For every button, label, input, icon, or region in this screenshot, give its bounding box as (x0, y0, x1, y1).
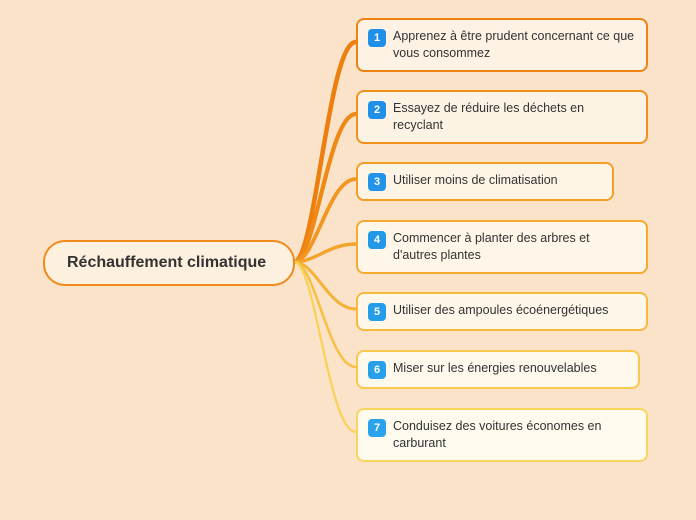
number-badge-icon: 7 (368, 419, 386, 437)
child-node-6[interactable]: 6 Miser sur les énergies renouvelables (356, 350, 640, 389)
number-badge-icon: 4 (368, 231, 386, 249)
child-node-3[interactable]: 3 Utiliser moins de climatisation (356, 162, 614, 201)
number-badge-icon: 5 (368, 303, 386, 321)
child-label: Commencer à planter des arbres et d'autr… (393, 230, 636, 264)
child-node-2[interactable]: 2 Essayez de réduire les déchets en recyc… (356, 90, 648, 144)
child-node-5[interactable]: 5 Utiliser des ampoules écoénergétiques (356, 292, 648, 331)
root-node[interactable]: Réchauffement climatique (43, 240, 295, 286)
connector-6 (294, 262, 356, 367)
child-node-4[interactable]: 4 Commencer à planter des arbres et d'aut… (356, 220, 648, 274)
root-label: Réchauffement climatique (67, 254, 266, 271)
connector-2 (294, 114, 356, 262)
child-label: Miser sur les énergies renouvelables (393, 360, 628, 377)
connector-7 (294, 262, 356, 432)
child-label: Conduisez des voitures économes en carbu… (393, 418, 636, 452)
connector-4 (294, 244, 356, 262)
child-label: Apprenez à être prudent concernant ce qu… (393, 28, 636, 62)
child-node-1[interactable]: 1 Apprenez à être prudent concernant ce q… (356, 18, 648, 72)
number-badge-icon: 1 (368, 29, 386, 47)
connector-1 (294, 42, 356, 262)
child-label: Utiliser moins de climatisation (393, 172, 602, 189)
child-label: Essayez de réduire les déchets en recycl… (393, 100, 636, 134)
number-badge-icon: 3 (368, 173, 386, 191)
connector-3 (294, 179, 356, 262)
connector-5 (294, 262, 356, 309)
child-label: Utiliser des ampoules écoénergétiques (393, 302, 636, 319)
number-badge-icon: 6 (368, 361, 386, 379)
child-node-7[interactable]: 7 Conduisez des voitures économes en carb… (356, 408, 648, 462)
number-badge-icon: 2 (368, 101, 386, 119)
